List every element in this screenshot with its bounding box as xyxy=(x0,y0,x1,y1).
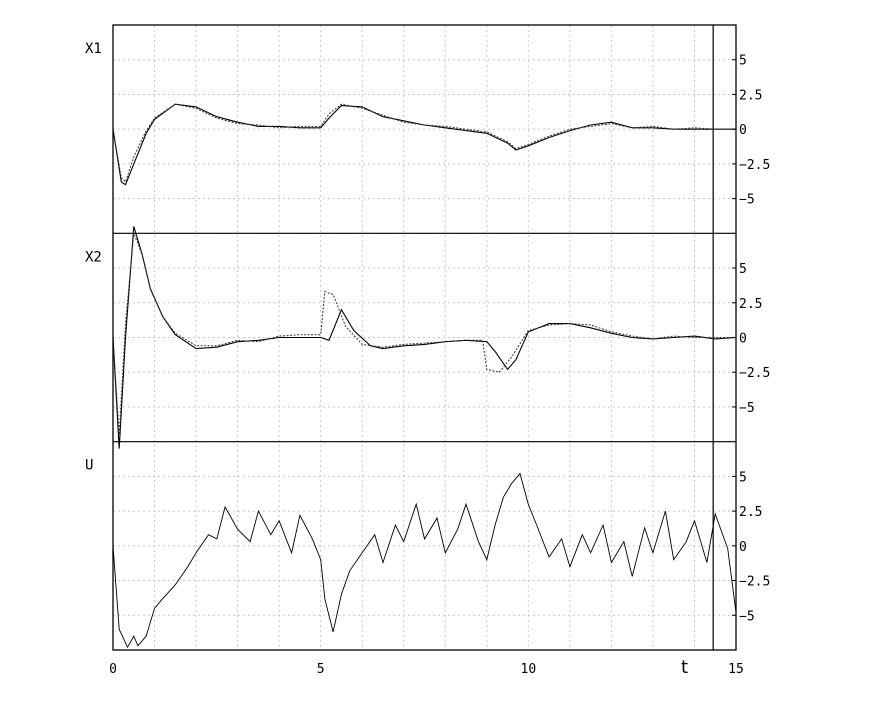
x-tick-label: 0 xyxy=(109,662,117,677)
y-tick-label: −5 xyxy=(739,609,755,624)
panel-separators xyxy=(113,232,736,443)
series-line-u-solid xyxy=(112,472,737,649)
y-tick-label: 5 xyxy=(739,470,747,485)
y-tick-label: 2.5 xyxy=(739,505,762,520)
series-layer xyxy=(112,103,737,649)
panel-label: X1 xyxy=(85,41,102,57)
x-tick-label: 15 xyxy=(728,662,744,677)
y-tick-label: −2.5 xyxy=(739,575,770,590)
y-tick-label: −5 xyxy=(739,401,755,416)
y-tick-label: 0 xyxy=(739,540,747,555)
y-tick-label: −2.5 xyxy=(739,158,770,173)
y-tick-labels: 5 2.5 0 −2.5 −5 5 2.5 0 −2.5 −5 5 2.5 0 −2.5 −5 xyxy=(732,54,770,624)
x-tick-labels: 0 5 10 15 xyxy=(109,662,744,677)
y-tick-label: 2.5 xyxy=(739,88,762,103)
plot-frame xyxy=(112,24,737,651)
panel-label: U xyxy=(85,458,93,474)
series-line-x2-solid xyxy=(112,226,737,449)
y-tick-label: 5 xyxy=(739,54,747,69)
x-axis-label: t xyxy=(681,657,688,678)
series-line-x1-solid xyxy=(112,103,736,186)
y-tick-label: 5 xyxy=(739,262,747,277)
y-tick-label: 0 xyxy=(739,332,747,347)
x-tick-label: 10 xyxy=(521,662,537,677)
panel-labels: X1 X2 U xyxy=(85,41,102,474)
y-tick-label: −5 xyxy=(739,193,755,208)
y-tick-label: 2.5 xyxy=(739,297,762,312)
x-tick-label: 5 xyxy=(317,662,325,677)
y-tick-label: −2.5 xyxy=(739,366,770,381)
series-line-x1-dotted xyxy=(112,103,736,183)
panel-label: X2 xyxy=(85,249,102,265)
grid xyxy=(113,25,736,650)
y-tick-label: 0 xyxy=(739,123,747,138)
series-line-x2-dotted xyxy=(112,233,736,435)
